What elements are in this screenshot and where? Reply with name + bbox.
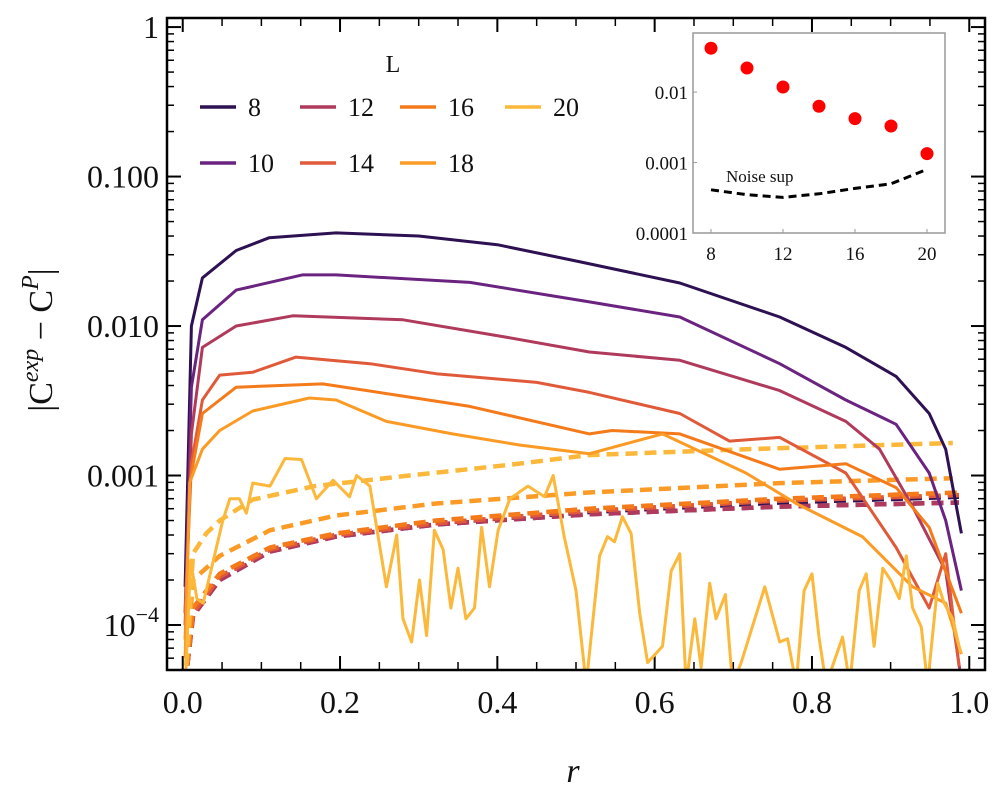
inset-x-tick-label: 8 bbox=[706, 244, 716, 265]
legend-label: 10 bbox=[248, 149, 274, 178]
legend-item-L16: 16 bbox=[400, 93, 474, 122]
inset-noise-sup-line bbox=[710, 168, 928, 199]
inset-frame bbox=[692, 32, 946, 234]
inset-point-L18 bbox=[884, 119, 898, 133]
legend-title: L bbox=[386, 52, 401, 78]
legend-label: 18 bbox=[448, 149, 474, 178]
y-tick-label: 0.100 bbox=[87, 159, 159, 195]
legend-item-L20: 20 bbox=[505, 93, 579, 122]
inset-noise-label: Noise sup bbox=[726, 167, 794, 186]
y-tick-label: 0.010 bbox=[87, 308, 159, 344]
inset-point-L14 bbox=[812, 99, 826, 113]
series-line-L12 bbox=[183, 314, 962, 670]
inset-y-tick-label: 0.01 bbox=[655, 83, 688, 104]
series-line-L10 bbox=[183, 273, 963, 614]
legend-item-L10: 10 bbox=[200, 149, 274, 178]
x-tick-label: 0.0 bbox=[163, 684, 203, 720]
plot-frame bbox=[165, 16, 987, 672]
inset-point-L16 bbox=[848, 112, 862, 126]
noise-floor-line-L10 bbox=[184, 500, 960, 670]
x-tick-label: 1.0 bbox=[949, 684, 989, 720]
series-line-L16 bbox=[183, 382, 963, 640]
legend-label: 20 bbox=[553, 93, 579, 122]
legend-item-L12: 12 bbox=[300, 93, 374, 122]
series-line-L20 bbox=[184, 457, 963, 670]
tick-labels: 0.0 0.2 0.4 0.6 0.8 1.0 1 0.100 0.010 0.001 10−4 bbox=[87, 9, 989, 720]
inset-point-L20 bbox=[920, 147, 934, 161]
legend-label: 14 bbox=[348, 149, 374, 178]
inset-point-L12 bbox=[776, 80, 790, 94]
x-tick-label: 0.8 bbox=[792, 684, 832, 720]
x-tick-label: 0.4 bbox=[477, 684, 517, 720]
inset-x-tick-label: 12 bbox=[774, 244, 793, 265]
x-axis-label: r bbox=[566, 753, 580, 790]
y-tick-label: 10−4 bbox=[104, 602, 159, 643]
inset-chart: 8 12 16 20 0.01 0.001 0.0001 Noise sup bbox=[636, 32, 946, 265]
legend-label: 16 bbox=[448, 93, 474, 122]
legend-label: 8 bbox=[248, 93, 261, 122]
legend-item-L14: 14 bbox=[300, 149, 374, 178]
series-line-L18 bbox=[183, 396, 963, 659]
inset-x-tick-label: 20 bbox=[918, 244, 937, 265]
inset-point-L10 bbox=[740, 61, 754, 75]
x-tick-label: 0.6 bbox=[635, 684, 675, 720]
inset-x-tick-label: 16 bbox=[846, 244, 865, 265]
legend-label: 12 bbox=[348, 93, 374, 122]
noise-floor-line-L20 bbox=[183, 440, 953, 670]
inset-y-tick-label: 0.0001 bbox=[636, 224, 688, 245]
series-line-L8 bbox=[183, 231, 963, 587]
series-line-L14 bbox=[183, 355, 961, 667]
legend-item-L18: 18 bbox=[400, 149, 474, 178]
legend-item-L8: 8 bbox=[200, 93, 261, 122]
main-plot-series bbox=[183, 231, 963, 670]
y-axis-label: |Cexp − CP| bbox=[18, 268, 60, 411]
y-tick-label: 1 bbox=[143, 9, 159, 45]
noise-floor-line-L12 bbox=[184, 500, 960, 670]
y-tick-label: 0.001 bbox=[87, 458, 159, 494]
inset-y-tick-label: 0.001 bbox=[645, 154, 688, 175]
x-tick-label: 0.2 bbox=[320, 684, 360, 720]
noise-floor-line-L18 bbox=[183, 475, 953, 670]
legend: L 8 10 12 14 16 18 20 bbox=[200, 52, 579, 178]
inset-point-L8 bbox=[704, 41, 718, 55]
